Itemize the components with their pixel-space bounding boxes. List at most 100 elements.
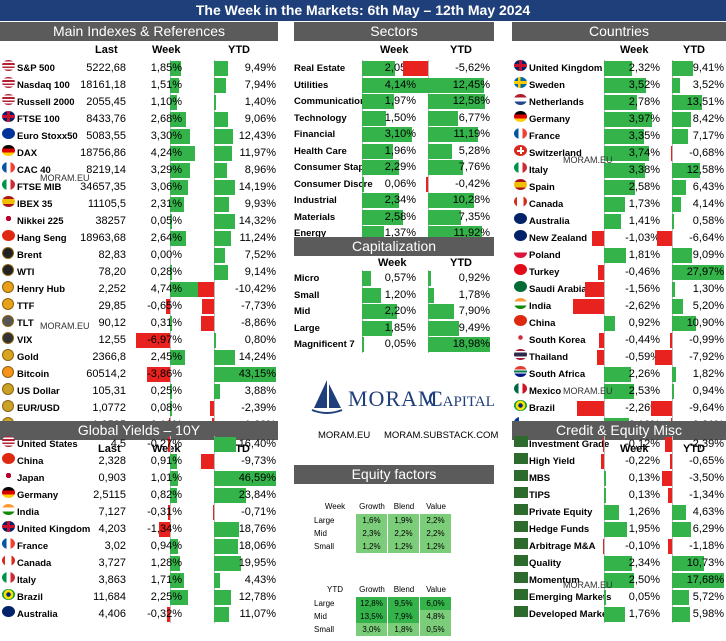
row-ytd: -7,73%	[241, 300, 276, 312]
row-week: 1,73%	[628, 198, 660, 210]
ytd-bar	[672, 282, 675, 297]
row-ytd: 12,45%	[452, 78, 490, 91]
ytd-bar	[672, 573, 724, 588]
newzealand-flag-icon	[514, 230, 527, 241]
week-bar	[602, 539, 604, 554]
table-row: Quality 2,34% 10,73%	[512, 555, 726, 572]
row-ytd: 0,58%	[692, 215, 724, 227]
row-name: Nikkei 225	[17, 216, 64, 227]
week-bar	[362, 176, 364, 192]
gold-icon	[2, 349, 14, 361]
table-row: Momentum 2,50% 17,68%	[512, 572, 726, 589]
page-title: The Week in the Markets: 6th May – 12th …	[0, 0, 726, 21]
fund-icon	[514, 453, 528, 464]
ytd-bar	[214, 231, 231, 246]
week-bar	[572, 299, 604, 314]
table-row: Italy 3,863 1,71% 4,43%	[0, 572, 278, 589]
factor-cell: 2,2%	[388, 527, 419, 540]
ytd-bar	[672, 522, 691, 537]
ytd-bar	[672, 61, 693, 76]
bar-axis	[604, 264, 605, 281]
row-last: 11105,5	[87, 198, 126, 210]
bar-axis	[672, 436, 673, 453]
bar-axis	[672, 538, 673, 555]
table-row: S&P 500 5222,68 1,85% 9,49%	[0, 60, 278, 77]
table-row: France 3,35% 7,17%	[512, 128, 726, 145]
row-week: 1,20%	[384, 288, 416, 301]
row-name: India	[529, 301, 552, 312]
row-ytd: 12,58%	[452, 95, 490, 107]
row-last: 4,5	[110, 438, 126, 450]
row-name: Euro Stoxx50	[17, 131, 78, 142]
week-bar	[591, 231, 604, 246]
fund-icon	[514, 606, 528, 617]
table-row: India -2,62% 5,20%	[512, 298, 726, 315]
row-week: 0,13%	[628, 472, 660, 484]
table-row: Gold 2366,8 2,45% 14,24%	[0, 349, 278, 366]
row-ytd: 9,14%	[244, 266, 276, 278]
week-bar	[362, 143, 394, 159]
week-bar	[170, 265, 172, 280]
week-bar	[602, 437, 604, 452]
row-name: Materials	[294, 211, 336, 223]
row-last: 18161,18	[80, 79, 126, 91]
week-bar	[604, 488, 606, 503]
week-bar	[604, 248, 626, 263]
row-last: 5222,68	[86, 62, 126, 74]
bar-axis	[170, 247, 171, 264]
ytd-bar	[428, 110, 459, 126]
row-ytd: 0,80%	[244, 334, 276, 346]
row-name: Australia	[529, 216, 570, 227]
ytd-bar	[214, 163, 228, 178]
row-name: Hang Seng	[17, 233, 67, 244]
row-name: India	[17, 507, 40, 518]
coin-icon	[2, 400, 14, 412]
ytd-bar	[428, 337, 490, 352]
row-week: -1,03%	[625, 232, 660, 244]
ytd-bar	[672, 299, 684, 314]
link-substack[interactable]: MORAM.SUBSTACK.COM	[384, 430, 499, 441]
germany-flag-icon	[514, 111, 527, 122]
row-last: 8219,14	[86, 164, 126, 176]
factor-col-header: Growth	[359, 502, 385, 511]
row-name: Turkey	[529, 267, 560, 278]
row-ytd: -6,64%	[689, 232, 724, 244]
table-row: TIPS 0,13% -1,34%	[512, 487, 726, 504]
row-ytd: -1,34%	[689, 489, 724, 501]
ytd-bar	[214, 146, 232, 161]
row-name: DAX	[17, 148, 38, 159]
row-week: 3,06%	[150, 181, 182, 193]
ytd-bar	[214, 471, 276, 486]
us-flag-icon	[2, 436, 15, 447]
bar-axis	[214, 298, 215, 315]
table-row: Nasdaq 100 18161,18 1,51% 7,94%	[0, 77, 278, 94]
table-row: TTF 29,85 -0,65% -7,73%	[0, 298, 278, 315]
cap-col-week: Week	[378, 257, 407, 269]
main-col-ytd: YTD	[228, 44, 250, 56]
row-week: 1,71%	[150, 574, 182, 586]
row-name: Real Estate	[294, 63, 346, 74]
ytd-bar	[661, 471, 672, 486]
row-week: 2,78%	[628, 96, 660, 108]
uk-flag-icon	[2, 521, 15, 532]
countries-col-ytd: YTD	[683, 44, 705, 56]
bar-axis	[604, 230, 605, 247]
row-name: Russell 2000	[17, 97, 75, 108]
switzerland-flag-icon	[514, 145, 527, 156]
week-bar	[362, 61, 395, 76]
row-name: TTF	[17, 301, 35, 312]
link-moram-eu[interactable]: MORAM.EU	[318, 430, 371, 441]
bar-axis	[170, 436, 171, 453]
table-row: Micro 0,57% 0,92%	[294, 270, 494, 287]
ytd-bar	[214, 129, 233, 144]
coin-icon	[2, 383, 14, 395]
factor-col-header: Growth	[359, 585, 385, 594]
row-week: 0,25%	[150, 385, 182, 397]
week-bar	[362, 193, 400, 208]
week-bar	[170, 556, 181, 571]
factor-col-header: YTD	[327, 585, 343, 594]
table-row: Bitcoin 60514,2 -3,86% 43,15%	[0, 366, 278, 383]
row-name: Energy	[294, 228, 327, 239]
table-row: Thailand -0,59% -7,92%	[512, 349, 726, 366]
row-ytd: -0,65%	[689, 455, 724, 467]
